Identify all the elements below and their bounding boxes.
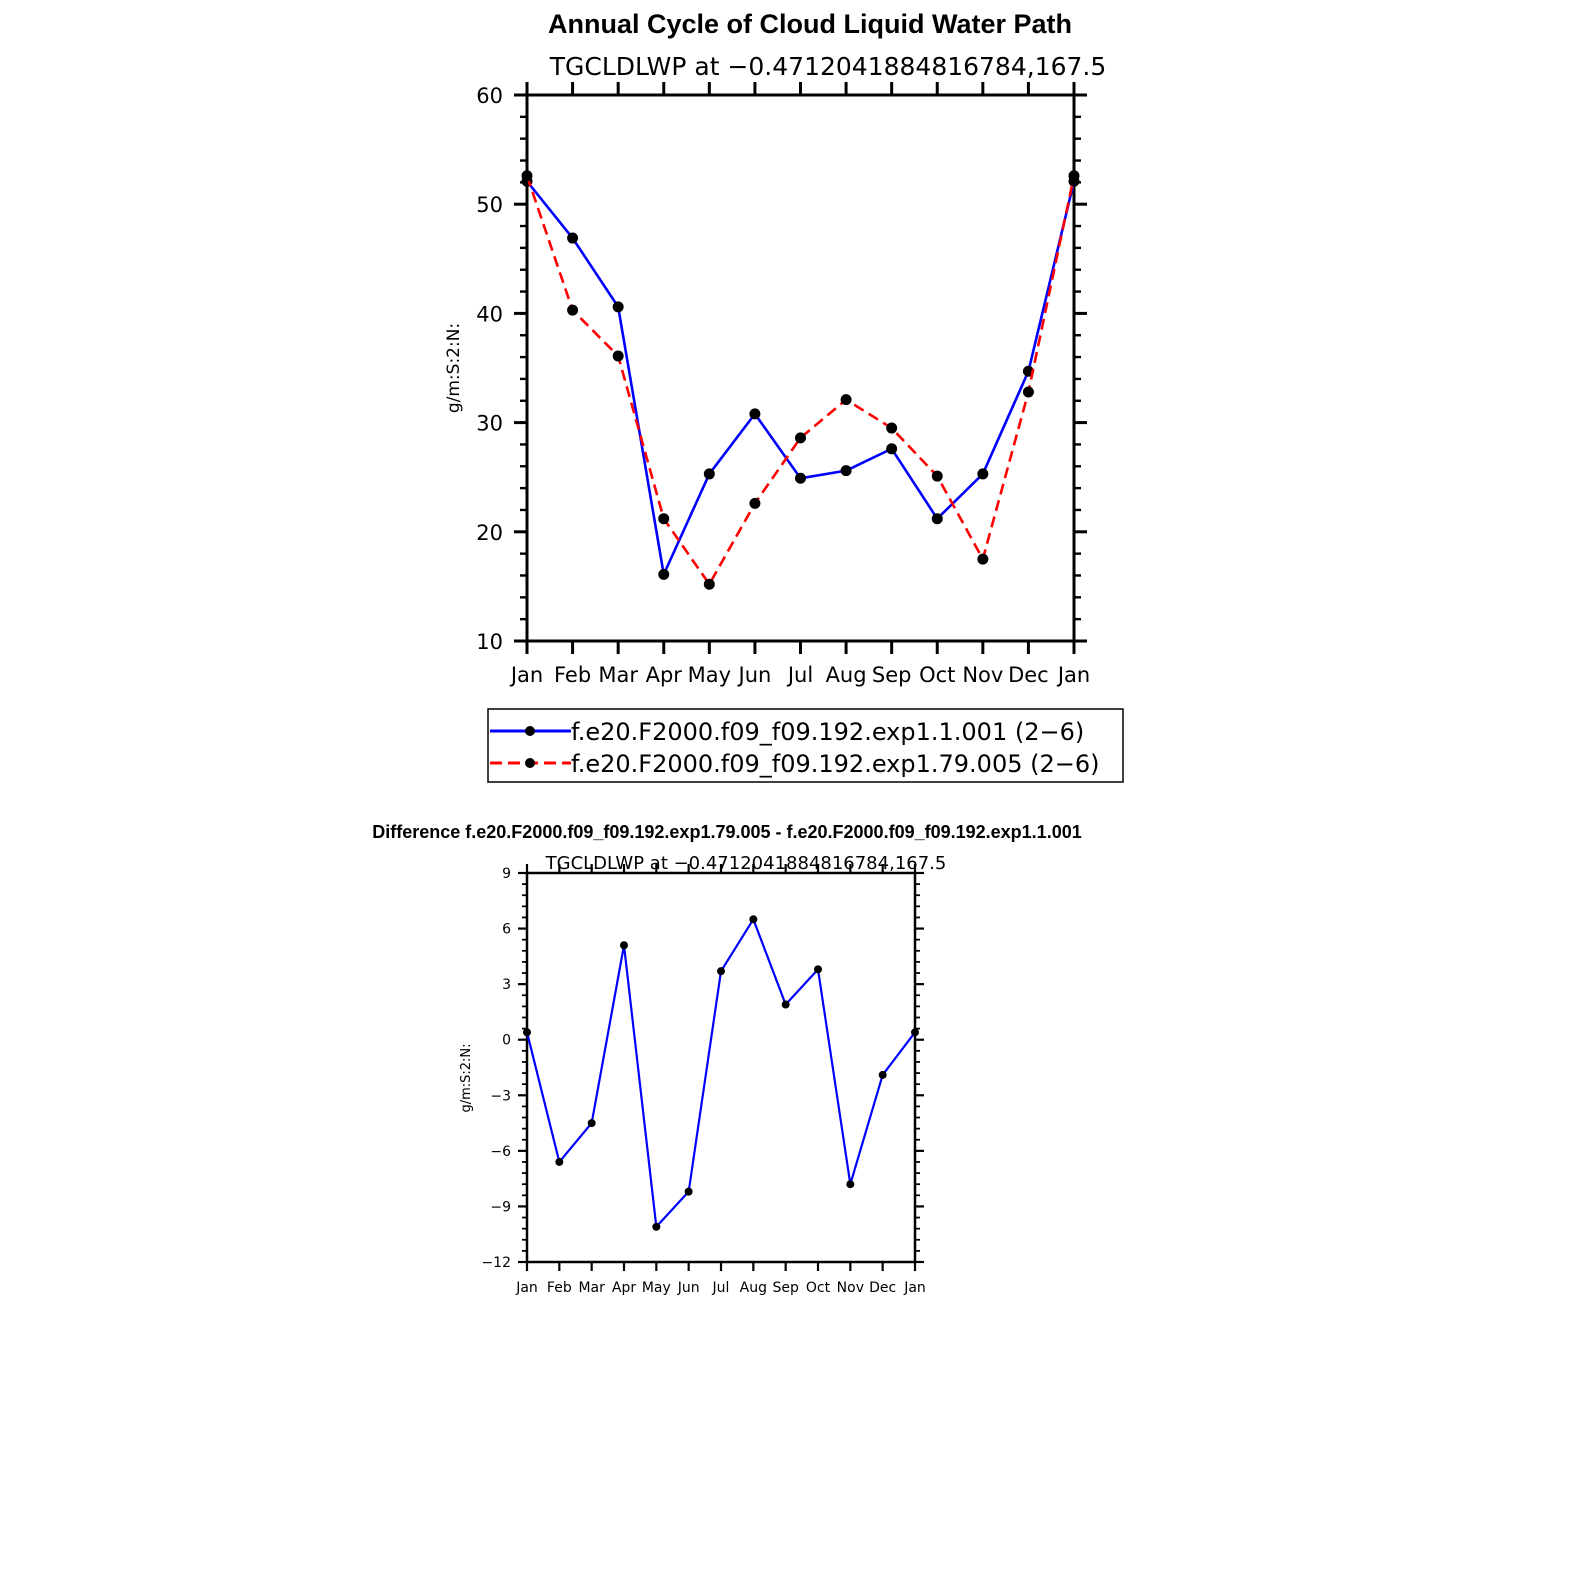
x-tick-label: Mar	[578, 1280, 605, 1296]
legend-marker-series1	[525, 726, 535, 736]
legend-label-series1: f.e20.F2000.f09_f09.192.exp1.1.001 (2−6)	[571, 718, 1084, 746]
series-2-point	[1068, 170, 1080, 182]
series-2-point	[521, 170, 533, 182]
series-2-point	[612, 350, 624, 362]
chart1-subtitle: TGCLDLWP at −0.4712041884816784,167.5	[549, 52, 1107, 81]
x-tick-label: Oct	[806, 1280, 831, 1296]
x-tick-label: Mar	[598, 663, 638, 687]
x-tick-label: Apr	[612, 1280, 636, 1296]
series-2-point	[886, 422, 898, 434]
y-tick-label: 20	[476, 521, 503, 545]
x-tick-label: Jan	[509, 663, 543, 687]
series-1-point	[658, 568, 670, 580]
x-tick-label: Aug	[826, 663, 867, 687]
chart2-subtitle: TGCLDLWP at −0.4712041884816784,167.5	[545, 853, 947, 874]
x-tick-label: Jan	[1056, 663, 1090, 687]
y-tick-label: 6	[502, 922, 511, 938]
y-tick-label: 9	[502, 866, 511, 882]
plot-frame	[525, 93, 1076, 643]
series-1-point	[886, 443, 898, 455]
x-tick-label: Dec	[1008, 663, 1049, 687]
x-tick-label: Nov	[837, 1280, 864, 1296]
y-tick-label: −9	[490, 1199, 511, 1215]
x-tick-label: Jun	[677, 1280, 700, 1296]
x-tick-label: Jan	[903, 1280, 926, 1296]
chart2-ylabel: g/m:S:2:N:	[459, 1043, 474, 1112]
x-tick-label: Sep	[772, 1280, 799, 1296]
chart2-plot: Jan Feb Mar Apr May Jun Jul Aug Sep Oct Nov Dec Jan−…	[481, 864, 926, 1296]
x-tick-label: May	[688, 663, 731, 687]
x-tick-label: Sep	[872, 663, 912, 687]
series-1-point	[652, 1222, 661, 1231]
chart1-legend: f.e20.F2000.f09_f09.192.exp1.1.001 (2−6)…	[487, 708, 1124, 783]
series-1-point	[703, 468, 715, 480]
chart2-title: Difference f.e20.F2000.f09_f09.192.exp1.…	[372, 822, 1081, 842]
series-1-point	[977, 468, 989, 480]
series-2-point	[703, 578, 715, 590]
x-tick-label: Jul	[712, 1280, 730, 1296]
x-tick-label: Dec	[869, 1280, 896, 1296]
y-tick-label: 3	[502, 977, 511, 993]
series-2-point	[567, 304, 579, 316]
y-tick-label: 60	[476, 84, 503, 108]
y-tick-label: 10	[476, 630, 503, 654]
x-tick-label: Jul	[786, 663, 813, 687]
series-1-point	[523, 1028, 531, 1037]
x-tick-label: Aug	[740, 1280, 767, 1296]
series-2-point	[931, 470, 943, 482]
x-tick-label: Feb	[547, 1280, 572, 1296]
series-1-point	[567, 232, 579, 244]
chart1-plot: Jan Feb Mar Apr May Jun Jul Aug Sep Oct Nov Dec Jan1…	[476, 82, 1090, 687]
series-1-point	[878, 1070, 887, 1079]
y-tick-label: −12	[481, 1255, 511, 1271]
series-2-point	[1022, 386, 1034, 398]
series-1-point	[717, 967, 725, 976]
x-tick-label: Feb	[554, 663, 591, 687]
series-1-point	[795, 472, 806, 484]
series-1-point	[911, 1028, 919, 1037]
series-1-point	[781, 1000, 790, 1009]
series-2-point	[658, 513, 670, 525]
series-1-point	[749, 915, 758, 924]
plot-frame	[525, 871, 917, 1264]
x-tick-label: Jan	[515, 1280, 538, 1296]
x-tick-label: Nov	[962, 663, 1003, 687]
series-2-point	[840, 394, 852, 406]
chart1-title: Annual Cycle of Cloud Liquid Water Path	[548, 9, 1072, 39]
y-tick-label: 50	[476, 193, 503, 217]
series-1-point	[612, 301, 624, 313]
series-1-point	[814, 965, 822, 974]
series-2-point	[795, 432, 806, 444]
series-1-point	[846, 1180, 855, 1189]
series-1-point	[749, 408, 761, 420]
y-tick-label: 30	[476, 412, 503, 436]
series-1-point	[587, 1119, 596, 1128]
x-tick-label: Jun	[737, 663, 772, 687]
x-tick-label: May	[642, 1280, 671, 1296]
legend-marker-series2	[525, 758, 535, 768]
chart1-ylabel: g/m:S:2:N:	[444, 323, 464, 413]
series-2-point	[749, 497, 761, 509]
y-tick-label: −3	[490, 1088, 511, 1104]
legend-box	[487, 708, 1124, 783]
x-tick-label: Apr	[646, 663, 683, 687]
series-1-point	[555, 1157, 564, 1166]
series-1-point	[840, 465, 852, 477]
y-tick-label: 40	[476, 302, 503, 326]
series-1-point	[684, 1187, 693, 1196]
x-tick-label: Oct	[919, 663, 955, 687]
series-line-2	[525, 175, 1076, 586]
series-1-point	[931, 513, 943, 525]
series-1-point	[620, 941, 628, 950]
y-tick-label: −6	[490, 1144, 511, 1160]
series-line-1	[525, 918, 916, 1228]
y-tick-label: 0	[502, 1033, 511, 1049]
legend-label-series2: f.e20.F2000.f09_f09.192.exp1.79.005 (2−6…	[571, 750, 1099, 778]
series-line-1	[525, 180, 1076, 576]
series-2-point	[977, 553, 989, 565]
